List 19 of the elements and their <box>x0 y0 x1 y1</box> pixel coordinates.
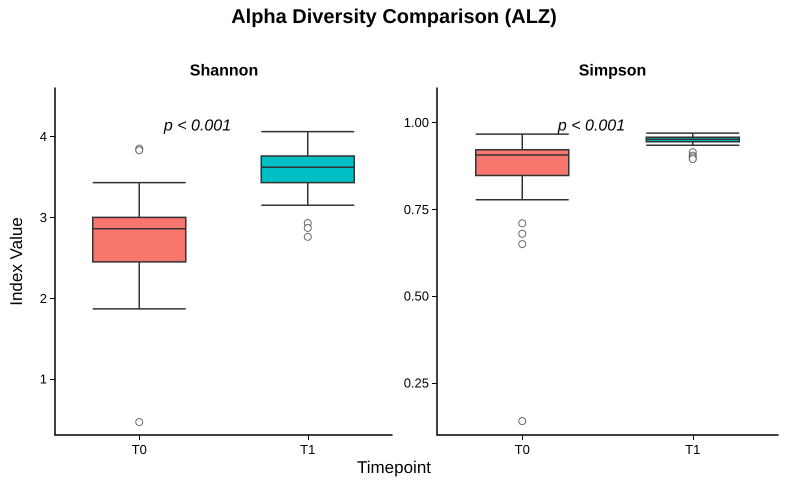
x-tick-label: T1 <box>685 442 700 457</box>
annotation: p < 0.001 <box>556 118 626 134</box>
chart-subtitle: Simpson <box>578 62 646 80</box>
chart-subtitle: Shannon <box>190 62 258 80</box>
y-tick-label: 0.25 <box>404 375 429 390</box>
y-tick-label: 1 <box>40 372 47 387</box>
y-tick-label: 2 <box>40 290 47 306</box>
x-tick-label: T1 <box>300 442 316 457</box>
x-tick-label: T0 <box>514 442 530 457</box>
y-tick-label: 3 <box>40 210 47 225</box>
y-tick-label: 4 <box>40 129 47 144</box>
chart-title: Alpha Diversity Comparison (ALZ) <box>230 6 558 29</box>
annotation: p < 0.001 <box>162 118 232 134</box>
y-tick-label: 1.00 <box>404 115 429 130</box>
x-axis-title: Timepoint <box>356 458 432 478</box>
x-tick-label: T0 <box>132 442 147 457</box>
y-tick-label: 0.75 <box>404 202 429 217</box>
y-tick-label: 0.50 <box>404 288 429 304</box>
y-axis-title: Index Value <box>7 217 26 306</box>
